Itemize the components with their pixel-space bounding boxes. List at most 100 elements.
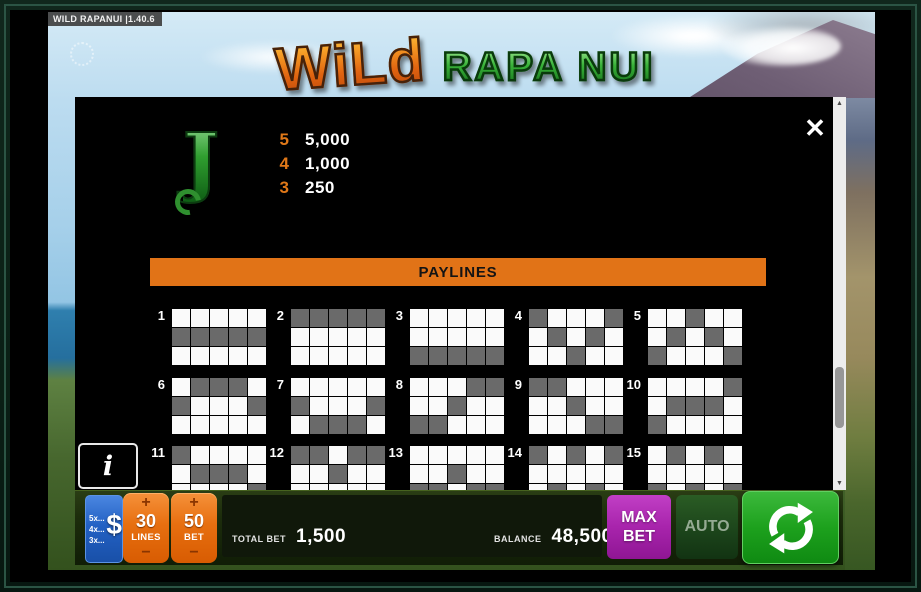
payline-cell bbox=[229, 446, 247, 464]
bet-stepper[interactable]: + 50 BET − bbox=[171, 493, 217, 563]
payline-grid bbox=[171, 308, 267, 366]
payline-cell bbox=[448, 309, 466, 327]
scroll-up-icon[interactable]: ▲ bbox=[836, 100, 843, 107]
payline-cell bbox=[586, 309, 604, 327]
payline-cell bbox=[486, 328, 504, 346]
payline-cell bbox=[529, 484, 547, 490]
payline-diagram: 1 bbox=[148, 308, 267, 366]
scroll-down-icon[interactable]: ▼ bbox=[836, 480, 843, 487]
multiplier-line: 4x... bbox=[89, 525, 105, 534]
paylines-row-1: 1 2 3 4 5 bbox=[148, 308, 743, 366]
payline-cell bbox=[724, 309, 742, 327]
payline-cell bbox=[705, 397, 723, 415]
payline-grid bbox=[290, 445, 386, 490]
payline-cell bbox=[448, 378, 466, 396]
info-button[interactable]: i bbox=[78, 443, 138, 489]
payline-diagram: 12 bbox=[267, 445, 386, 490]
payline-cell bbox=[686, 465, 704, 483]
payline-cell bbox=[410, 446, 428, 464]
payline-cell bbox=[229, 309, 247, 327]
payline-cell bbox=[705, 465, 723, 483]
payline-cell bbox=[291, 309, 309, 327]
payline-cell bbox=[724, 378, 742, 396]
payline-cell bbox=[329, 378, 347, 396]
payline-diagram: 9 bbox=[505, 377, 624, 435]
payline-diagram: 11 bbox=[148, 445, 267, 490]
auto-button[interactable]: AUTO bbox=[676, 495, 738, 559]
payline-cell bbox=[667, 465, 685, 483]
payline-cell bbox=[667, 328, 685, 346]
spin-icon bbox=[768, 502, 813, 553]
payline-cell bbox=[210, 397, 228, 415]
payline-cell bbox=[529, 347, 547, 365]
payout-value: 1,000 bbox=[305, 154, 351, 173]
payline-diagram: 8 bbox=[386, 377, 505, 435]
payline-cell bbox=[448, 416, 466, 434]
payline-cell bbox=[605, 347, 623, 365]
payline-cell bbox=[605, 397, 623, 415]
max-bet-button[interactable]: MAX BET bbox=[607, 495, 671, 559]
payline-cell bbox=[648, 397, 666, 415]
payline-cell bbox=[529, 397, 547, 415]
payline-cell bbox=[429, 328, 447, 346]
spinner-icon bbox=[70, 42, 94, 66]
balance-label: BALANCE bbox=[494, 534, 542, 544]
multiplier-dollar-button[interactable]: 5x... 4x... 3x... $ bbox=[85, 495, 123, 563]
spin-button[interactable] bbox=[742, 491, 839, 564]
payline-cell bbox=[586, 378, 604, 396]
total-bet-label: TOTAL BET bbox=[232, 534, 286, 544]
payline-cell bbox=[486, 484, 504, 490]
payline-cell bbox=[705, 328, 723, 346]
payline-cell bbox=[429, 484, 447, 490]
payline-number: 15 bbox=[626, 445, 641, 460]
payline-cell bbox=[291, 465, 309, 483]
bet-minus-button[interactable]: − bbox=[189, 544, 199, 561]
scrollbar-thumb[interactable] bbox=[835, 367, 844, 428]
payline-cell bbox=[705, 347, 723, 365]
payline-cell bbox=[429, 309, 447, 327]
payline-cell bbox=[548, 416, 566, 434]
payline-cell bbox=[667, 378, 685, 396]
payline-grid bbox=[290, 377, 386, 435]
payline-cell bbox=[210, 484, 228, 490]
payline-cell bbox=[724, 484, 742, 490]
payline-cell bbox=[229, 378, 247, 396]
lines-label: LINES bbox=[131, 532, 161, 543]
payline-cell bbox=[529, 416, 547, 434]
lines-stepper[interactable]: + 30 LINES − bbox=[123, 493, 169, 563]
bet-plus-button[interactable]: + bbox=[189, 494, 199, 511]
match-count: 3 bbox=[279, 178, 289, 197]
payline-cell bbox=[248, 309, 266, 327]
payline-number: 9 bbox=[514, 377, 522, 392]
payline-cell bbox=[686, 347, 704, 365]
payline-cell bbox=[586, 416, 604, 434]
payline-number: 8 bbox=[395, 377, 403, 392]
payline-cell bbox=[172, 378, 190, 396]
payline-cell bbox=[429, 378, 447, 396]
payline-grid bbox=[647, 377, 743, 435]
payline-cell bbox=[724, 446, 742, 464]
close-icon[interactable]: ✕ bbox=[804, 113, 826, 143]
payline-cell bbox=[191, 378, 209, 396]
payline-diagram: 6 bbox=[148, 377, 267, 435]
lines-value: 30 bbox=[135, 511, 157, 531]
payline-cell bbox=[172, 328, 190, 346]
scrollbar-track[interactable]: ▲ ▼ bbox=[833, 97, 846, 490]
payline-number: 10 bbox=[626, 377, 641, 392]
payline-number: 14 bbox=[507, 445, 522, 460]
payline-number: 5 bbox=[633, 308, 641, 323]
payline-cell bbox=[448, 397, 466, 415]
payline-cell bbox=[310, 347, 328, 365]
payline-cell bbox=[310, 484, 328, 490]
payline-cell bbox=[605, 484, 623, 490]
payline-grid bbox=[171, 377, 267, 435]
payline-cell bbox=[248, 416, 266, 434]
payline-cell bbox=[191, 484, 209, 490]
payline-cell bbox=[229, 347, 247, 365]
lines-plus-button[interactable]: + bbox=[141, 494, 151, 511]
payline-cell bbox=[724, 416, 742, 434]
payline-cell bbox=[367, 446, 385, 464]
version-badge: WILD RAPANUI |1.40.6 bbox=[48, 12, 162, 26]
lines-minus-button[interactable]: − bbox=[141, 544, 151, 561]
total-bet: TOTAL BET 1,500 bbox=[232, 526, 346, 548]
